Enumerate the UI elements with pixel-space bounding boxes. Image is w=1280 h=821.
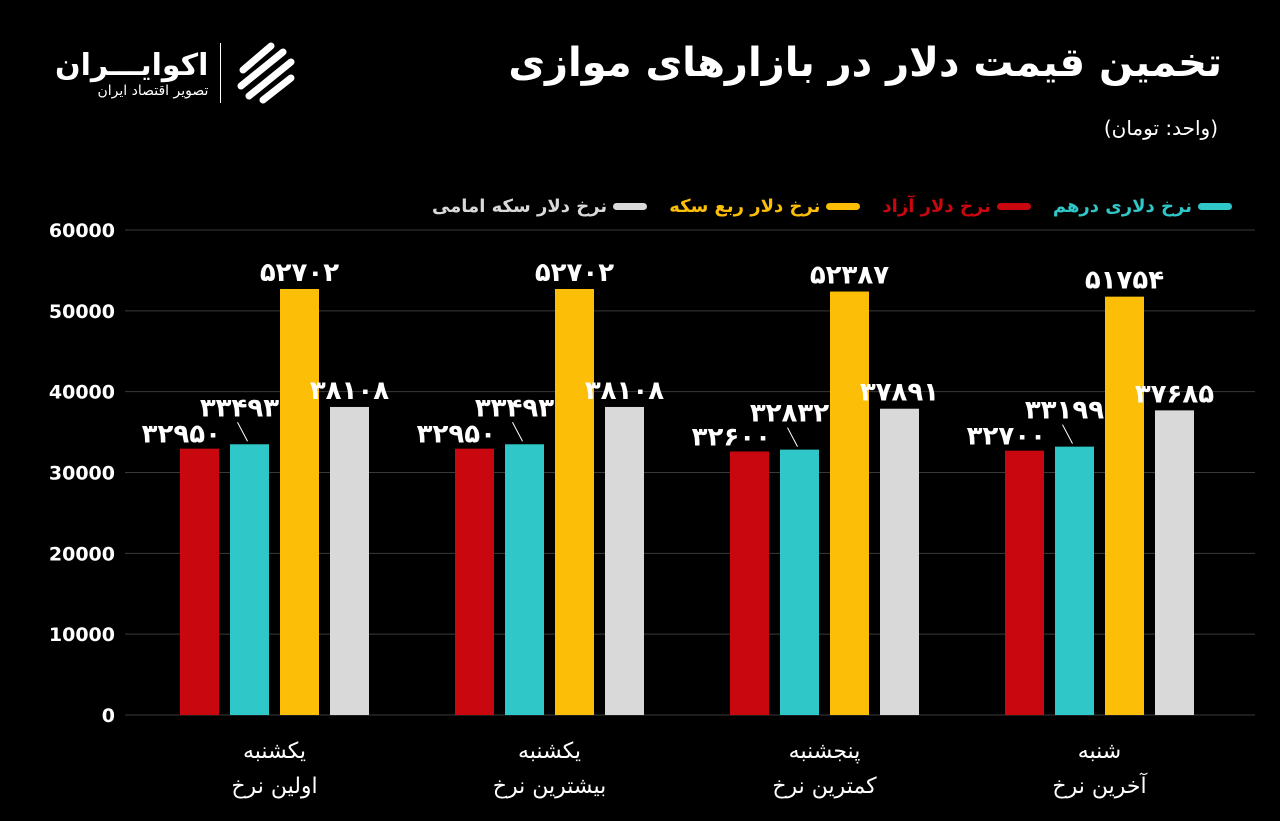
category-label: بیشترین نرخ <box>493 774 607 799</box>
legend-swatch <box>996 203 1031 210</box>
leader-line <box>237 422 248 442</box>
data-label: ۵۱۷۵۴ <box>1085 266 1164 296</box>
bar <box>1155 410 1194 715</box>
legend-item: نرخ دلاری درهم <box>1053 196 1232 217</box>
bar <box>455 448 494 715</box>
bar <box>180 448 219 715</box>
data-label: ۳۲۶۰۰ <box>692 422 771 452</box>
data-label: ۳۲۷۰۰ <box>967 422 1046 452</box>
legend-label: نرخ دلاری درهم <box>1052 196 1192 217</box>
logo-tagline: تصویر اقتصاد ایران <box>97 82 209 99</box>
data-label: ۳۸۱۰۸ <box>585 376 664 406</box>
data-label: ۵۲۷۰۲ <box>535 258 614 288</box>
bar <box>330 406 369 715</box>
legend-item: نرخ دلار سکه امامی <box>431 196 648 217</box>
category-label: شنبه <box>1078 739 1122 764</box>
bar <box>780 449 819 715</box>
y-tick-label: 50000 <box>49 301 115 323</box>
y-tick-label: 60000 <box>49 220 115 242</box>
category-label: پنجشنبه <box>789 739 861 764</box>
logo: اکوایـــران تصویر اقتصاد ایران <box>55 40 299 106</box>
data-label: ۳۷۸۹۱ <box>860 378 939 408</box>
category-label: یکشنبه <box>243 739 306 764</box>
bar <box>1055 446 1094 715</box>
bar <box>555 288 594 715</box>
data-label: ۳۳۴۹۳ <box>200 393 279 423</box>
legend-swatch <box>613 203 648 210</box>
y-tick-label: 30000 <box>49 463 115 485</box>
legend-item: نرخ دلار ربع سکه <box>669 196 861 217</box>
legend-swatch <box>1198 203 1232 210</box>
unit-label: (واحد: تومان) <box>1103 116 1218 140</box>
legend: نرخ دلاری درهم نرخ دلار آزاد نرخ دلار ربع … <box>432 196 1232 217</box>
bar <box>1105 296 1144 715</box>
category-label: کمترین نرخ <box>772 774 877 799</box>
logo-mark-icon <box>237 42 295 104</box>
y-tick-label: 20000 <box>49 543 115 565</box>
data-label: ۳۷۶۸۵ <box>1135 379 1214 409</box>
bar <box>280 288 319 715</box>
bar <box>830 291 869 715</box>
leader-line <box>787 427 798 447</box>
bar <box>1005 450 1044 715</box>
bar <box>505 444 544 715</box>
category-label: آخرین نرخ <box>1052 772 1147 799</box>
legend-label: نرخ دلار آزاد <box>882 196 991 217</box>
leader-line <box>1062 424 1073 444</box>
logo-divider <box>220 43 222 103</box>
y-tick-label: 0 <box>102 705 115 727</box>
data-label: ۳۲۹۵۰ <box>417 420 496 450</box>
leader-line <box>512 422 523 442</box>
bar <box>880 408 919 715</box>
data-label: ۳۳۴۹۳ <box>475 393 554 423</box>
bar <box>230 444 269 715</box>
y-tick-label: 10000 <box>49 624 115 646</box>
data-label: ۵۲۳۸۷ <box>810 261 889 291</box>
legend-label: نرخ دلار ربع سکه <box>669 196 821 217</box>
bar <box>730 451 769 715</box>
data-label: ۳۲۸۳۲ <box>750 399 829 429</box>
legend-swatch <box>826 203 861 210</box>
data-label: ۳۸۱۰۸ <box>310 376 389 406</box>
data-label: ۳۳۱۹۹ <box>1025 396 1104 426</box>
category-label: یکشنبه <box>518 739 581 764</box>
bar <box>605 406 644 715</box>
data-label: ۵۲۷۰۲ <box>260 258 339 288</box>
legend-label: نرخ دلار سکه امامی <box>431 196 608 217</box>
logo-name: اکوایـــران <box>55 47 209 83</box>
legend-item: نرخ دلار آزاد <box>882 196 1031 217</box>
data-label: ۳۲۹۵۰ <box>142 420 221 450</box>
category-label: اولین نرخ <box>231 774 317 799</box>
chart-title: تخمین قیمت دلار در بازارهای موازی <box>508 40 1222 86</box>
y-tick-label: 40000 <box>49 382 115 404</box>
